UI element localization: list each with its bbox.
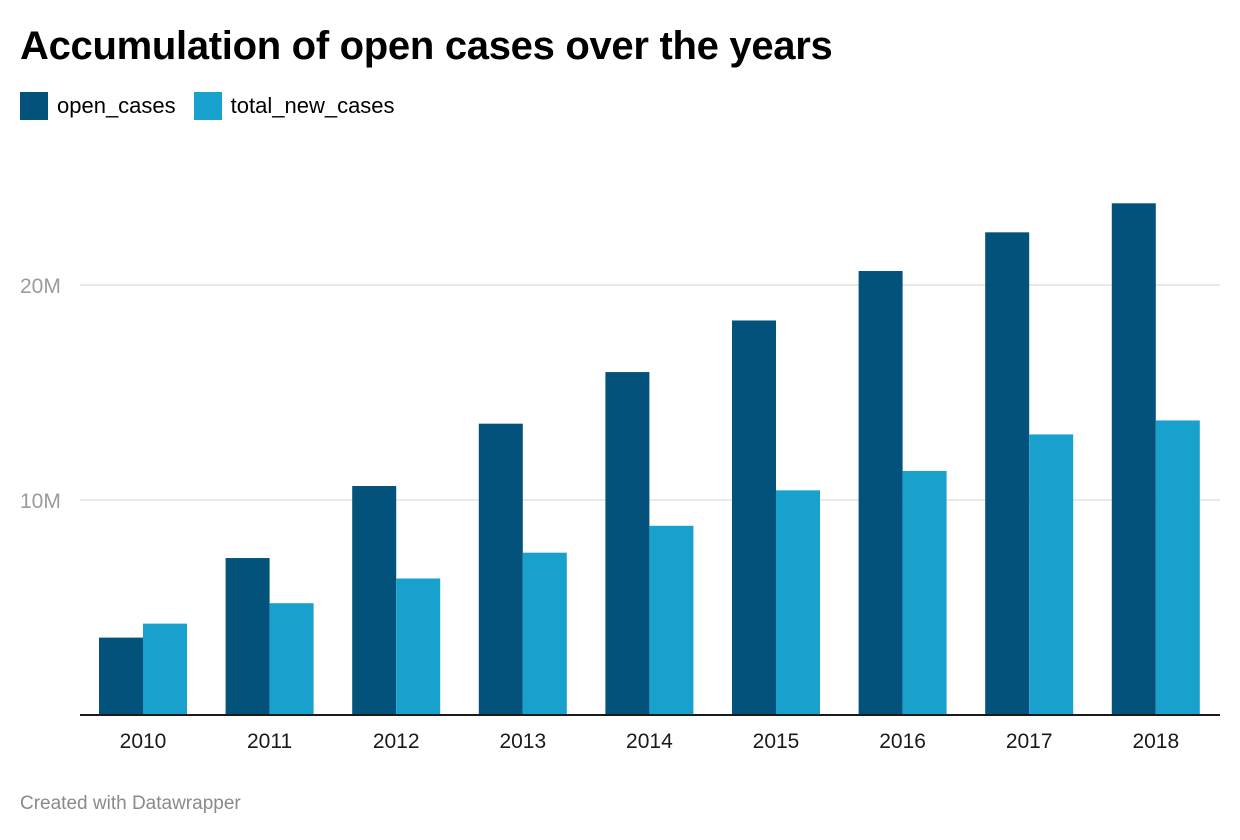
legend-item-total-new-cases: total_new_cases (193, 92, 395, 120)
bar-open-cases-2013 (478, 423, 523, 715)
bar-total-new-cases-2017 (1029, 434, 1074, 715)
bar-total-new-cases-2011 (269, 603, 314, 715)
bar-open-cases-2014 (605, 372, 650, 715)
bar-open-cases-2012 (352, 486, 397, 715)
bar-open-cases-2010 (99, 637, 143, 715)
x-tick-label-2010: 2010 (120, 730, 167, 753)
y-tick-label-10M: 10M (20, 490, 61, 513)
bar-total-new-cases-2016 (902, 470, 947, 715)
legend-label-open-cases: open_cases (57, 93, 176, 118)
credit-footer: Created with Datawrapper (20, 793, 241, 814)
bar-total-new-cases-2012 (396, 578, 441, 715)
legend-label-total-new-cases: total_new_cases (230, 93, 395, 118)
bar-total-new-cases-2015 (776, 490, 820, 715)
bar-open-cases-2015 (732, 320, 776, 715)
legend-swatch-open-cases (20, 92, 48, 120)
bar-total-new-cases-2018 (1155, 420, 1200, 715)
bar-total-new-cases-2014 (649, 525, 694, 715)
bar-total-new-cases-2010 (143, 623, 187, 715)
x-tick-label-2014: 2014 (626, 730, 673, 753)
x-tick-label-2016: 2016 (879, 730, 926, 753)
x-tick-label-2012: 2012 (373, 730, 420, 753)
y-tick-label-20M: 20M (20, 275, 61, 298)
x-tick-label-2015: 2015 (753, 730, 800, 753)
bar-open-cases-2011 (225, 558, 270, 715)
bar-open-cases-2018 (1111, 203, 1156, 716)
x-tick-label-2013: 2013 (499, 730, 546, 753)
bar-open-cases-2017 (985, 232, 1030, 715)
legend: open_cases total_new_cases (20, 90, 413, 122)
legend-swatch-total-new-cases (193, 92, 222, 120)
chart-title: Accumulation of open cases over the year… (20, 24, 833, 68)
legend-item-open-cases: open_cases (20, 92, 176, 120)
bar-open-cases-2016 (858, 271, 903, 715)
x-tick-label-2018: 2018 (1132, 730, 1179, 753)
x-tick-label-2011: 2011 (247, 730, 292, 753)
x-tick-label-2017: 2017 (1006, 730, 1053, 753)
bar-total-new-cases-2013 (522, 552, 567, 715)
